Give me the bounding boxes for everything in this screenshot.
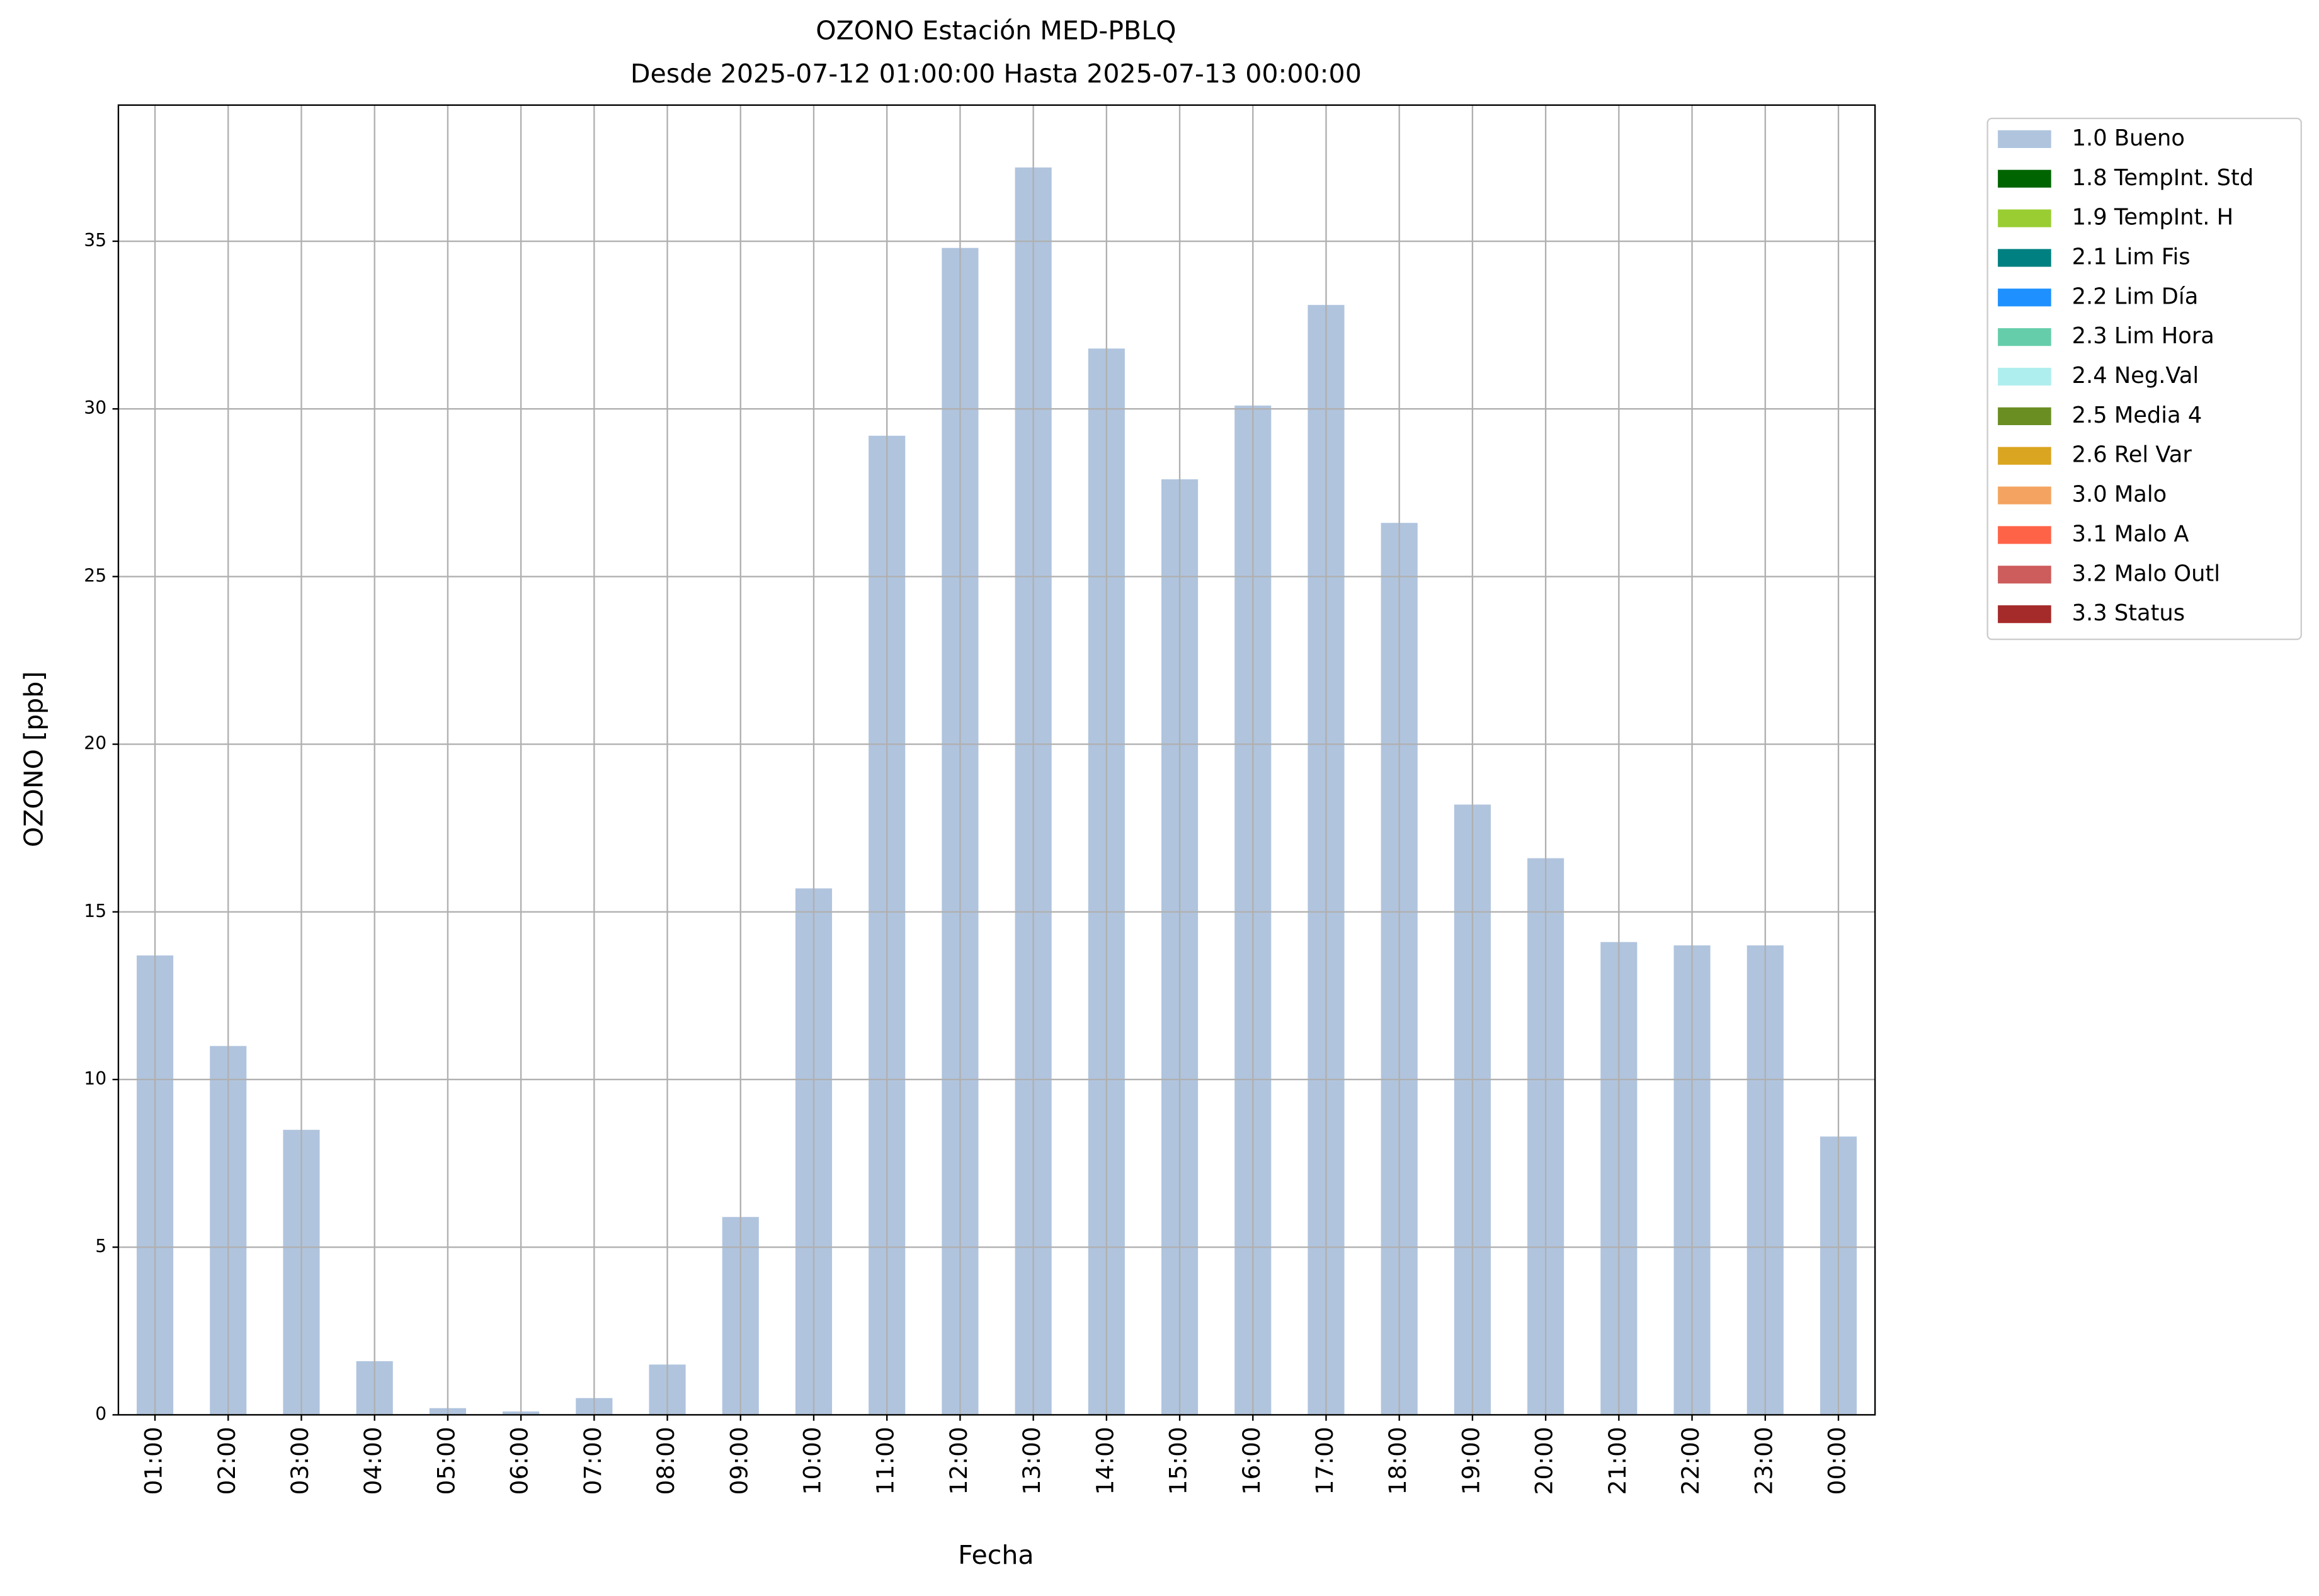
x-tick-label: 10:00 [798,1427,826,1495]
legend-label: 2.1 Lim Fis [2072,244,2191,270]
legend-swatch [1998,209,2051,227]
x-tick-label: 11:00 [872,1427,899,1495]
legend-swatch [1998,169,2051,188]
legend-swatch [1998,407,2051,425]
y-tick-label: 30 [84,397,106,418]
legend-label: 2.6 Rel Var [2072,442,2192,468]
x-tick-label: 19:00 [1457,1427,1484,1495]
legend-box [1986,117,2302,641]
x-tick-label: 09:00 [725,1427,753,1495]
legend-label: 2.2 Lim Día [2072,283,2199,309]
legend-swatch [1998,486,2051,504]
x-tick-label: 21:00 [1604,1427,1631,1495]
y-tick-label: 20 [84,733,106,754]
x-tick-label: 14:00 [1091,1427,1119,1495]
y-tick-label: 15 [84,901,106,921]
legend-label: 3.2 Malo Outl [2072,561,2220,586]
legend-swatch [1998,328,2051,346]
legend-swatch [1998,447,2051,465]
x-tick-label: 13:00 [1018,1427,1046,1495]
plot-frame [117,104,1876,1416]
x-tick-label: 12:00 [945,1427,972,1495]
chart-title: OZONO Estación MED-PBLQ [816,16,1176,46]
y-tick-label: 10 [84,1068,106,1089]
x-tick-label: 16:00 [1238,1427,1265,1495]
x-tick-label: 08:00 [652,1427,680,1495]
y-tick-label: 35 [84,230,106,251]
legend-swatch [1998,566,2051,584]
x-tick-label: 20:00 [1530,1427,1558,1495]
x-tick-label: 01:00 [140,1427,168,1495]
x-tick-label: 23:00 [1750,1427,1777,1495]
chart-subtitle: Desde 2025-07-12 01:00:00 Hasta 2025-07-… [630,59,1362,89]
legend-label: 1.8 TempInt. Std [2072,165,2254,191]
x-tick-label: 05:00 [432,1427,460,1495]
x-tick-label: 04:00 [359,1427,387,1495]
legend-label: 2.3 Lim Hora [2072,323,2214,349]
legend-swatch [1998,288,2051,307]
legend-swatch [1998,367,2051,386]
x-tick-label: 07:00 [579,1427,607,1495]
y-axis-label: OZONO [ppb] [18,671,48,847]
x-tick-label: 00:00 [1823,1427,1850,1495]
legend-swatch [1998,130,2051,149]
legend-swatch [1998,605,2051,624]
legend-swatch [1998,249,2051,267]
x-axis-label: Fecha [958,1540,1034,1570]
legend-label: 2.4 Neg.Val [2072,363,2199,389]
y-tick-label: 5 [95,1236,106,1257]
legend-label: 1.0 Bueno [2072,125,2185,151]
legend-label: 1.9 TempInt. H [2072,205,2234,231]
legend-label: 3.0 Malo [2072,482,2167,508]
legend-label: 2.5 Media 4 [2072,402,2202,428]
x-tick-label: 03:00 [286,1427,314,1495]
legend-swatch [1998,526,2051,544]
y-tick-label: 25 [84,565,106,586]
x-tick-label: 02:00 [213,1427,241,1495]
x-tick-label: 17:00 [1311,1427,1338,1495]
x-tick-label: 15:00 [1165,1427,1192,1495]
x-tick-label: 22:00 [1677,1427,1704,1495]
legend-label: 3.1 Malo A [2072,521,2189,547]
legend-label: 3.3 Status [2072,600,2185,626]
x-tick-label: 18:00 [1384,1427,1411,1495]
x-tick-label: 06:00 [506,1427,533,1495]
y-tick-label: 0 [95,1403,106,1424]
